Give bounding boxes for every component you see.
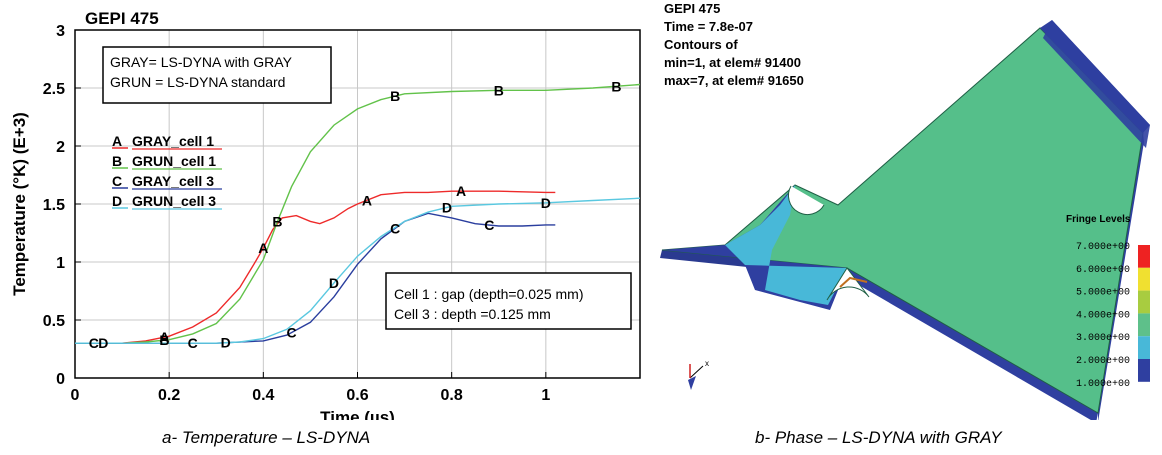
x-tick-label: 0	[71, 387, 80, 404]
series-marker-A: A	[258, 240, 268, 256]
fringe-color-swatch	[1138, 359, 1150, 382]
y-tick-label: 2	[56, 139, 65, 156]
y-tick-label: 2.5	[43, 81, 65, 98]
caption-b: b- Phase – LS-DYNA with GRAY	[755, 428, 1002, 447]
temperature-chart: 0 0.2 0.4 0.6 0.8 1 0 0.5 1 1.5 2 2.5 3 Time (µs) Temp…	[10, 9, 641, 427]
fringe-color-swatch	[1138, 267, 1150, 291]
y-tick-label: 3	[56, 23, 65, 40]
series-line-A	[75, 190, 556, 344]
legend-marker-D: D	[112, 193, 122, 209]
legend-marker-B: B	[112, 153, 122, 169]
legend-marker-C: C	[112, 173, 122, 189]
series-marker-D: D	[541, 195, 551, 211]
series-marker-B: B	[272, 213, 282, 229]
series-line-B	[75, 83, 641, 344]
plate-side-right	[1098, 133, 1144, 422]
header-line-0: GEPI 475	[664, 1, 720, 16]
series-marker-B: B	[159, 332, 169, 348]
fringe-color-swatch	[1138, 290, 1150, 314]
annotation-box-1-line: GRUN = LS-DYNA standard	[110, 74, 285, 90]
series-marker-C: C	[287, 325, 297, 341]
annotation-box-2-line: Cell 1 : gap (depth=0.025 mm)	[394, 286, 584, 302]
header-line-2: Contours of	[664, 37, 738, 52]
series-marker-D: D	[98, 335, 108, 351]
x-tick-label: 0.6	[346, 387, 368, 404]
fringe-title: Fringe Levels	[1066, 214, 1131, 225]
series-marker-C: C	[484, 217, 494, 233]
phase-hotspot-orange	[839, 276, 868, 288]
series-marker-D: D	[442, 199, 452, 215]
y-tick-label: 0.5	[43, 313, 65, 330]
fringe-color-swatch	[1138, 336, 1150, 359]
series-marker-A: A	[159, 329, 169, 345]
fringe-level-label: 5.000e+00	[1076, 288, 1130, 299]
fringe-level-label: 2.000e+00	[1076, 356, 1130, 367]
phase-panel: GEPI 475 Time = 7.8e-07 Contours of min=1,…	[650, 0, 1162, 455]
y-tick-label: 1.5	[43, 197, 65, 214]
notch-bottom	[826, 267, 870, 301]
caption-a: a- Temperature – LS-DYNA	[162, 428, 371, 447]
temperature-chart-panel: 0 0.2 0.4 0.6 0.8 1 0 0.5 1 1.5 2 2.5 3 Time (µs) Temp…	[10, 9, 641, 447]
annotation-box-2	[385, 272, 632, 330]
legend-label-B: GRUN_cell 1	[132, 153, 216, 169]
legend-label-D: GRUN_cell 3	[132, 193, 216, 209]
y-axis-label: Temperature (°K) (E+3)	[10, 112, 29, 296]
x-tick-label: 0.8	[441, 387, 463, 404]
series-marker-C: C	[390, 220, 400, 236]
series-marker-C: C	[188, 335, 198, 351]
plate-geometry	[660, 20, 1150, 423]
header-line-3: min=1, at elem# 91400	[664, 55, 801, 70]
phase-contour-plot: GEPI 475 Time = 7.8e-07 Contours of min=1,…	[660, 1, 1150, 423]
phase-zone-cyan	[725, 185, 847, 305]
legend-label-C: GRAY_cell 3	[132, 173, 214, 189]
header-line-1: Time = 7.8e-07	[664, 19, 753, 34]
x-tick-label: 1	[541, 387, 550, 404]
series-marker-A: A	[362, 192, 372, 208]
annotation-box-1-line: GRAY= LS-DYNA with GRAY	[110, 54, 293, 70]
series-marker-D: D	[329, 275, 339, 291]
triad-label-x: x	[705, 359, 709, 368]
header-line-4: max=7, at elem# 91650	[664, 73, 804, 88]
series-marker-D: D	[221, 335, 231, 351]
series-marker-B: B	[494, 82, 504, 98]
fringe-color-swatch	[1138, 245, 1150, 268]
fringe-level-label: 1.000e+00	[1076, 379, 1130, 390]
fringe-level-label: 3.000e+00	[1076, 333, 1130, 344]
fringe-level-label: 7.000e+00	[1076, 242, 1130, 253]
legend-marker-A: A	[112, 133, 122, 149]
fringe-level-label: 6.000e+00	[1076, 265, 1130, 276]
fringe-level-label: 4.000e+00	[1076, 310, 1130, 321]
fringe-color-swatch	[1138, 313, 1150, 337]
series-marker-B: B	[390, 88, 400, 104]
chart-title: GEPI 475	[85, 9, 159, 28]
x-axis-label: Time (µs)	[320, 408, 395, 420]
triad-z-axis	[688, 376, 696, 390]
phase-zone-dark-right-edge	[1043, 20, 1150, 148]
annotation-box-1	[102, 46, 332, 104]
plate-side-bottom	[845, 268, 1098, 423]
y-tick-label: 1	[56, 255, 65, 272]
notch-top	[787, 185, 825, 216]
series-marker-C: C	[89, 335, 99, 351]
y-tick-label: 0	[56, 371, 65, 388]
legend-label-A: GRAY_cell 1	[132, 133, 214, 149]
x-tick-label: 0.2	[158, 387, 180, 404]
series-marker-A: A	[456, 183, 466, 199]
triad-x-axis	[689, 365, 704, 379]
series-marker-B: B	[611, 78, 621, 94]
x-tick-label: 0.4	[252, 387, 274, 404]
annotation-box-2-line: Cell 3 : depth =0.125 mm	[394, 306, 551, 322]
series-line-D	[75, 197, 641, 344]
